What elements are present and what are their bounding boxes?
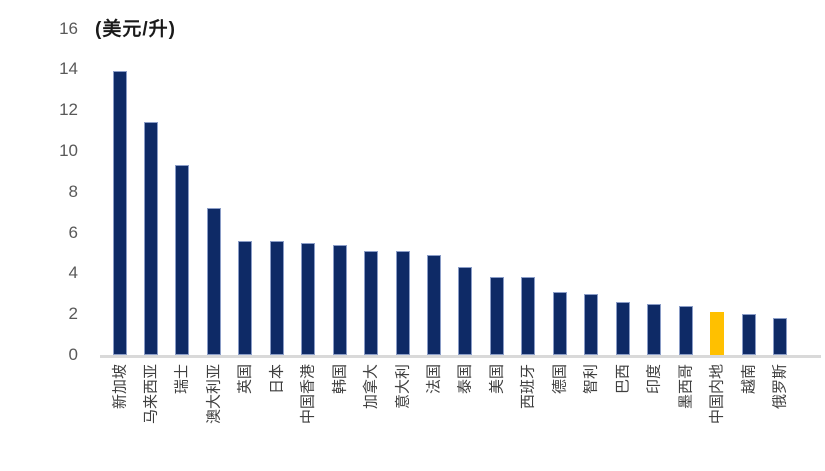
x-axis-label: 泰国: [456, 364, 474, 395]
y-tick-label: 4: [68, 263, 78, 283]
x-axis-label: 澳大利亚: [205, 364, 223, 425]
x-axis-label: 中国香港: [299, 364, 317, 425]
x-axis-label: 墨西哥: [677, 364, 695, 410]
bar: [175, 165, 190, 355]
bar: [521, 277, 536, 355]
x-axis-label: 中国内地: [708, 364, 726, 425]
bar: [238, 240, 253, 355]
bar: [427, 255, 441, 355]
x-axis-label: 智利: [582, 364, 600, 395]
x-axis-label: 意大利: [394, 364, 412, 410]
y-tick-label: 6: [68, 222, 78, 242]
x-axis-label: 瑞士: [173, 364, 191, 395]
bar: [301, 242, 316, 355]
y-tick-label: 8: [68, 181, 78, 201]
x-axis-label: 加拿大: [362, 364, 380, 410]
x-axis-label: 日本: [268, 364, 286, 395]
x-axis-label: 韩国: [331, 364, 349, 395]
y-tick-label: 2: [68, 304, 78, 324]
x-axis-label: 英国: [236, 364, 254, 395]
bar: [395, 250, 410, 355]
x-axis-label: 越南: [740, 364, 757, 395]
x-axis-label: 西班牙: [519, 364, 537, 410]
bar: [647, 304, 662, 355]
bar: [458, 267, 473, 355]
x-axis-label: 印度: [645, 364, 663, 395]
bar: [772, 318, 787, 355]
bar: [206, 208, 221, 355]
bar: [678, 306, 693, 355]
bar: [112, 71, 127, 355]
unit-label: (美元/升): [95, 19, 176, 40]
y-tick-label: 0: [68, 345, 78, 364]
x-axis-label: 美国: [488, 364, 506, 395]
y-tick-label: 10: [59, 141, 78, 160]
bar: [364, 250, 379, 355]
bar: [552, 291, 567, 355]
bar: [269, 240, 284, 355]
bar: [741, 314, 756, 355]
y-tick-label: 14: [59, 59, 78, 79]
bar: [332, 244, 347, 355]
x-axis-label: 俄罗斯: [771, 364, 789, 410]
x-axis-label: 新加坡: [111, 364, 128, 410]
x-axis-label: 马来西亚: [142, 364, 160, 425]
bar: [615, 301, 630, 355]
x-axis-line: [100, 355, 821, 358]
bar: [143, 122, 158, 355]
x-axis-label: 德国: [551, 364, 569, 395]
bar: [489, 277, 504, 355]
y-tick-label: 12: [59, 100, 78, 120]
x-axis-label: 法国: [425, 364, 443, 395]
x-axis-label: 巴西: [614, 364, 632, 395]
bar: [584, 293, 599, 355]
y-tick-label: 16: [59, 18, 78, 38]
bar-highlight: [710, 312, 725, 355]
